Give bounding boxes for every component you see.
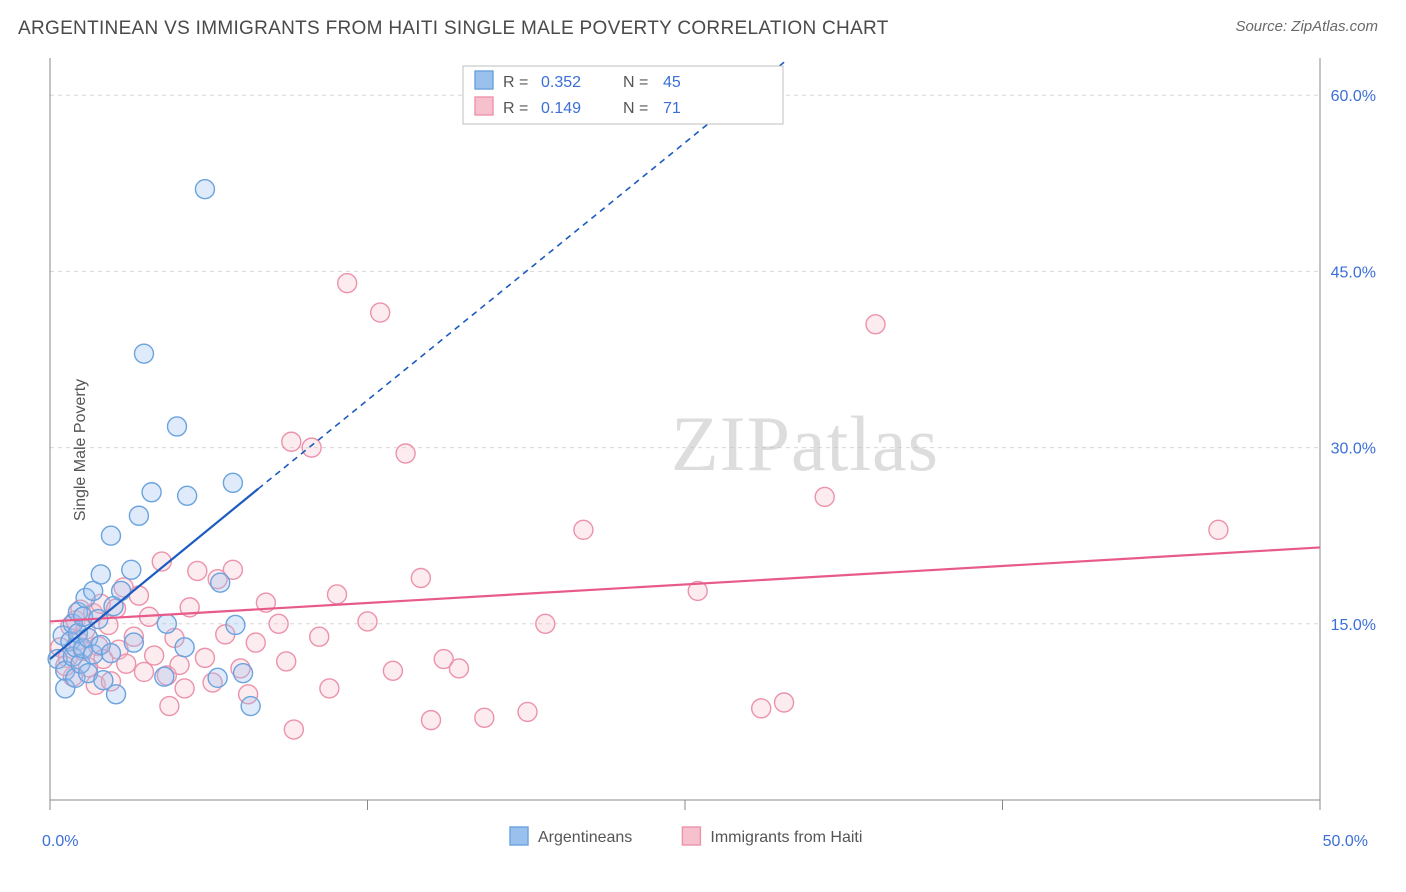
data-point: [175, 638, 194, 657]
chart-container: Single Male Poverty ZIPatlas 0.0% 50.0% 15.…: [0, 40, 1406, 860]
data-point: [411, 569, 430, 588]
data-point: [124, 633, 143, 652]
data-point: [142, 483, 161, 502]
data-point: [383, 661, 402, 680]
legend-swatch: [475, 71, 493, 89]
data-point: [134, 662, 153, 681]
data-point: [155, 667, 174, 686]
data-point: [122, 560, 141, 579]
data-point: [277, 652, 296, 671]
legend-r-key: R =: [503, 100, 528, 117]
trend-line-haiti: [50, 547, 1320, 621]
data-point: [815, 487, 834, 506]
data-point: [175, 679, 194, 698]
data-point: [574, 520, 593, 539]
data-point: [145, 646, 164, 665]
data-point: [338, 274, 357, 293]
x-tick-label: 50.0%: [1323, 833, 1368, 850]
data-point: [134, 344, 153, 363]
data-point: [358, 612, 377, 631]
x-tick-label: 0.0%: [42, 833, 78, 850]
data-point: [246, 633, 265, 652]
data-point: [91, 565, 110, 584]
legend-series-label: Argentineans: [538, 829, 632, 846]
data-point: [157, 614, 176, 633]
y-tick-label: 60.0%: [1331, 88, 1376, 105]
data-point: [234, 664, 253, 683]
data-point: [112, 581, 131, 600]
legend-r-key: R =: [503, 74, 528, 91]
legend-r-val: 0.352: [541, 74, 581, 91]
watermark: ZIPatlas: [671, 400, 939, 487]
data-point: [101, 526, 120, 545]
data-point: [775, 693, 794, 712]
data-point: [178, 486, 197, 505]
data-point: [284, 720, 303, 739]
data-point: [752, 699, 771, 718]
legend-swatch: [475, 97, 493, 115]
data-point: [160, 697, 179, 716]
data-point: [107, 685, 126, 704]
data-point: [475, 708, 494, 727]
legend-swatch: [510, 827, 528, 845]
source-attribution: Source: ZipAtlas.com: [1235, 18, 1378, 35]
data-point: [302, 438, 321, 457]
data-point: [328, 585, 347, 604]
data-point: [449, 659, 468, 678]
y-tick-label: 45.0%: [1331, 264, 1376, 281]
data-point: [168, 417, 187, 436]
data-point: [320, 679, 339, 698]
chart-title: ARGENTINEAN VS IMMIGRANTS FROM HAITI SIN…: [18, 18, 889, 40]
data-point: [866, 315, 885, 334]
data-point: [422, 711, 441, 730]
data-point: [129, 506, 148, 525]
data-point: [269, 614, 288, 633]
data-point: [195, 648, 214, 667]
data-point: [282, 432, 301, 451]
data-point: [211, 573, 230, 592]
data-point: [241, 697, 260, 716]
legend-n-key: N =: [623, 74, 648, 91]
y-tick-label: 30.0%: [1331, 441, 1376, 458]
legend-r-val: 0.149: [541, 100, 581, 117]
data-point: [188, 561, 207, 580]
data-point: [223, 473, 242, 492]
data-point: [371, 303, 390, 322]
legend-swatch: [682, 827, 700, 845]
y-tick-label: 15.0%: [1331, 617, 1376, 634]
data-point: [310, 627, 329, 646]
data-point: [208, 668, 227, 687]
scatter-chart: ZIPatlas 0.0% 50.0% 15.0% 30.0% 45.0% 60.0% R =…: [0, 40, 1406, 878]
data-point: [195, 180, 214, 199]
legend-n-val: 45: [663, 74, 681, 91]
y-axis-label: Single Male Poverty: [72, 379, 90, 521]
legend-n-val: 71: [663, 100, 681, 117]
legend-series-label: Immigrants from Haiti: [710, 829, 862, 846]
data-point: [1209, 520, 1228, 539]
data-point: [396, 444, 415, 463]
legend-n-key: N =: [623, 100, 648, 117]
data-point: [101, 644, 120, 663]
data-point: [226, 615, 245, 634]
data-point: [518, 702, 537, 721]
data-point: [536, 614, 555, 633]
data-point: [129, 586, 148, 605]
